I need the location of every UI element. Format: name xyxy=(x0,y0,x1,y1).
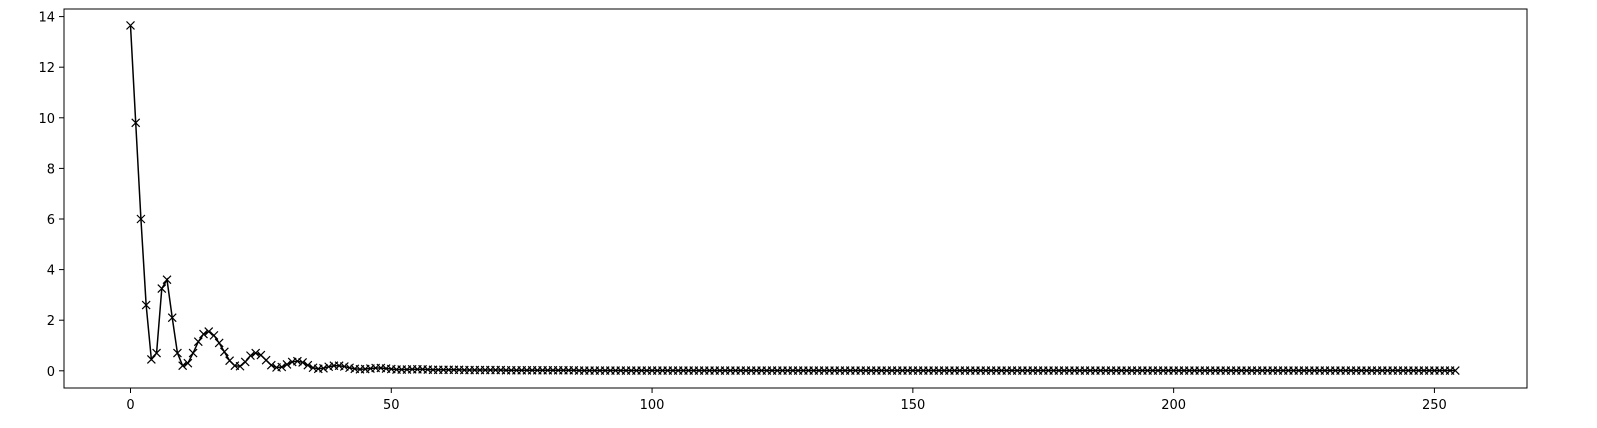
data-point-marker xyxy=(240,357,250,367)
y-tick-label: 10 xyxy=(38,112,55,127)
x-tick-label: 150 xyxy=(900,398,925,413)
data-point-marker xyxy=(204,327,214,337)
data-point-marker xyxy=(152,348,162,358)
data-point-marker xyxy=(303,360,313,370)
data-point-marker xyxy=(188,348,198,358)
y-tick-label: 0 xyxy=(47,365,55,380)
x-tick-label: 100 xyxy=(640,398,665,413)
data-point-marker xyxy=(246,351,255,361)
y-tick-label: 8 xyxy=(47,162,55,177)
y-tick-label: 14 xyxy=(38,11,55,26)
data-point-marker xyxy=(126,21,135,30)
data-point-marker xyxy=(308,363,318,373)
data-point-marker xyxy=(178,361,188,371)
data-point-marker xyxy=(251,348,261,358)
series-line xyxy=(129,25,1456,372)
data-point-marker xyxy=(266,360,276,370)
data-point-marker xyxy=(282,360,292,369)
data-point-marker xyxy=(183,358,193,368)
data-point-marker xyxy=(173,348,182,358)
data-point-marker xyxy=(136,214,146,224)
data-point-marker xyxy=(345,363,354,373)
data-point-marker xyxy=(298,358,308,367)
data-point-marker xyxy=(209,330,219,340)
x-tick-label: 250 xyxy=(1422,398,1447,413)
axis-ticks: 0 50 100 150 200 250 0 2 4 6 8 10 12 14 xyxy=(38,11,1446,413)
data-point-marker xyxy=(167,313,177,323)
data-point-marker xyxy=(141,300,151,310)
y-tick-label: 2 xyxy=(47,314,55,329)
plot-area xyxy=(126,21,1460,375)
data-point-marker xyxy=(162,275,172,285)
data-point-marker xyxy=(193,337,203,347)
data-point-marker xyxy=(292,356,302,366)
data-point-marker xyxy=(319,363,328,373)
data-point-marker xyxy=(277,362,287,372)
data-point-marker xyxy=(235,361,245,371)
data-point-marker xyxy=(214,338,224,348)
data-point-marker xyxy=(219,347,229,357)
data-point-marker xyxy=(131,118,141,128)
data-point-marker xyxy=(146,354,156,364)
x-tick-label: 50 xyxy=(383,398,400,413)
x-tick-label: 200 xyxy=(1161,398,1186,413)
y-tick-label: 12 xyxy=(38,61,55,76)
data-point-marker xyxy=(1450,366,1460,375)
y-tick-label: 4 xyxy=(47,264,55,279)
data-point-marker xyxy=(324,362,334,372)
data-point-marker xyxy=(157,284,167,293)
x-tick-label: 0 xyxy=(126,398,134,413)
y-tick-label: 6 xyxy=(47,213,55,228)
axes-frame xyxy=(63,8,1528,389)
data-point-marker xyxy=(339,362,349,371)
data-point-marker xyxy=(199,329,208,339)
